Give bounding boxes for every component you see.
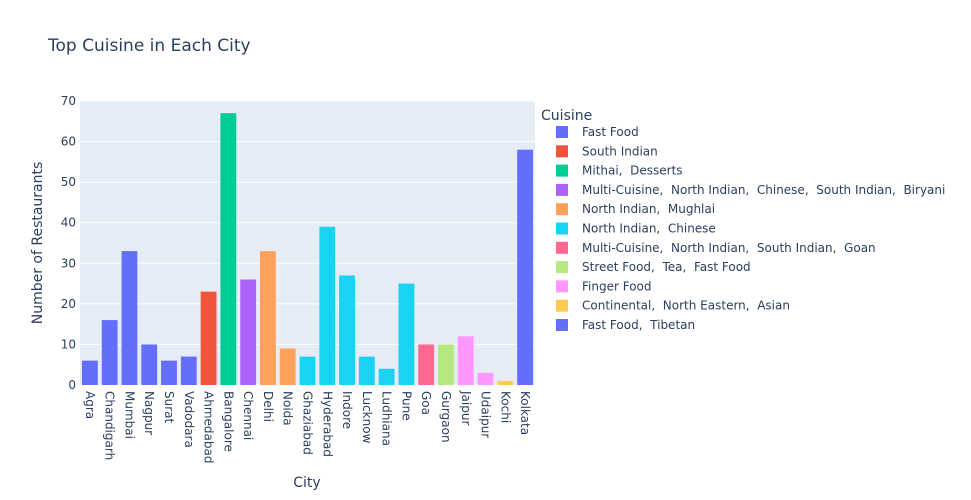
- x-tick-label: Surat: [162, 391, 176, 424]
- bar: [339, 275, 355, 385]
- bar: [517, 149, 534, 385]
- bar: [240, 279, 257, 385]
- legend-label: Mithai, Desserts: [582, 164, 683, 178]
- bar: [358, 356, 375, 385]
- y-tick-label: 40: [61, 216, 76, 230]
- x-tick-label: Delhi: [261, 391, 275, 422]
- y-axis-title: Number of Restaurants: [30, 162, 46, 325]
- legend-label: Multi-Cuisine, North Indian, Chinese, So…: [582, 183, 945, 197]
- y-tick-label: 0: [68, 378, 76, 392]
- bar: [101, 320, 118, 385]
- legend-swatch: [556, 164, 568, 177]
- legend-swatch: [556, 183, 568, 196]
- x-tick-label: Jaipur: [459, 390, 473, 425]
- bar: [378, 368, 395, 385]
- legend-swatch: [556, 299, 568, 312]
- legend-swatch: [556, 126, 568, 138]
- bar: [279, 348, 296, 385]
- x-tick-label: Goa: [419, 391, 433, 415]
- x-tick-label: Chennai: [241, 391, 255, 440]
- x-tick-label: Kochi: [498, 391, 512, 423]
- legend-label: Continental, North Eastern, Asian: [582, 299, 790, 313]
- x-tick-label: Ludhiana: [380, 391, 394, 446]
- legend-swatch: [556, 261, 568, 274]
- bar: [141, 344, 158, 385]
- legend-label: Multi-Cuisine, North Indian, South India…: [582, 241, 876, 255]
- bar: [398, 283, 415, 385]
- legend-label: Fast Food, Tibetan: [582, 318, 695, 332]
- bar: [457, 336, 474, 385]
- x-tick-label: Ghaziabad: [301, 391, 315, 455]
- legend-swatch: [556, 319, 568, 331]
- y-tick-label: 70: [61, 94, 76, 108]
- x-tick-label: Lucknow: [360, 391, 374, 444]
- y-tick-label: 60: [61, 135, 76, 149]
- bar: [161, 360, 177, 385]
- legend-label: Street Food, Tea, Fast Food: [582, 260, 751, 274]
- bar: [180, 356, 197, 385]
- x-tick-label: Mumbai: [122, 391, 136, 439]
- x-tick-label: Bangalore: [221, 391, 235, 452]
- legend-label: Finger Food: [582, 279, 652, 293]
- bar: [497, 380, 514, 385]
- bar: [299, 356, 316, 385]
- legend-swatch: [556, 241, 568, 254]
- bar: [438, 344, 454, 385]
- legend-title: Cuisine: [541, 108, 592, 124]
- x-tick-label: Noida: [281, 391, 295, 426]
- bar: [220, 113, 237, 386]
- x-tick-label: Chandigarh: [103, 391, 117, 460]
- legend-label: North Indian, Mughlai: [582, 202, 715, 216]
- bar: [200, 291, 217, 385]
- y-tick-label: 10: [61, 337, 76, 351]
- y-tick-label: 20: [61, 297, 76, 311]
- x-tick-label: Nagpur: [142, 391, 156, 435]
- bar: [418, 344, 435, 385]
- bar: [319, 226, 336, 385]
- x-tick-label: Hyderabad: [320, 391, 334, 457]
- legend-swatch: [556, 145, 568, 158]
- y-tick-label: 50: [61, 175, 76, 189]
- x-tick-label: Indore: [340, 391, 354, 429]
- bar: [260, 251, 276, 385]
- x-tick-label: Udaipur: [479, 391, 493, 438]
- legend-label: Fast Food: [582, 125, 639, 139]
- x-tick-label: Pune: [399, 391, 413, 421]
- bar: [477, 372, 494, 385]
- x-tick-label: Ahmedabad: [202, 391, 216, 463]
- legend-swatch: [556, 280, 568, 293]
- legend-label: South Indian: [582, 144, 658, 158]
- x-axis-title: City: [293, 475, 320, 491]
- x-tick-label: Gurgaon: [439, 391, 453, 443]
- bar: [121, 251, 138, 385]
- x-tick-label: Agra: [83, 391, 97, 419]
- x-tick-label: Kolkata: [518, 391, 532, 435]
- x-tick-label: Vadodara: [182, 391, 196, 448]
- legend-swatch: [556, 222, 568, 235]
- legend-swatch: [556, 203, 568, 216]
- chart-title: Top Cuisine in Each City: [47, 36, 251, 56]
- y-tick-label: 30: [61, 256, 76, 270]
- bar: [81, 360, 98, 385]
- legend-label: North Indian, Chinese: [582, 222, 716, 236]
